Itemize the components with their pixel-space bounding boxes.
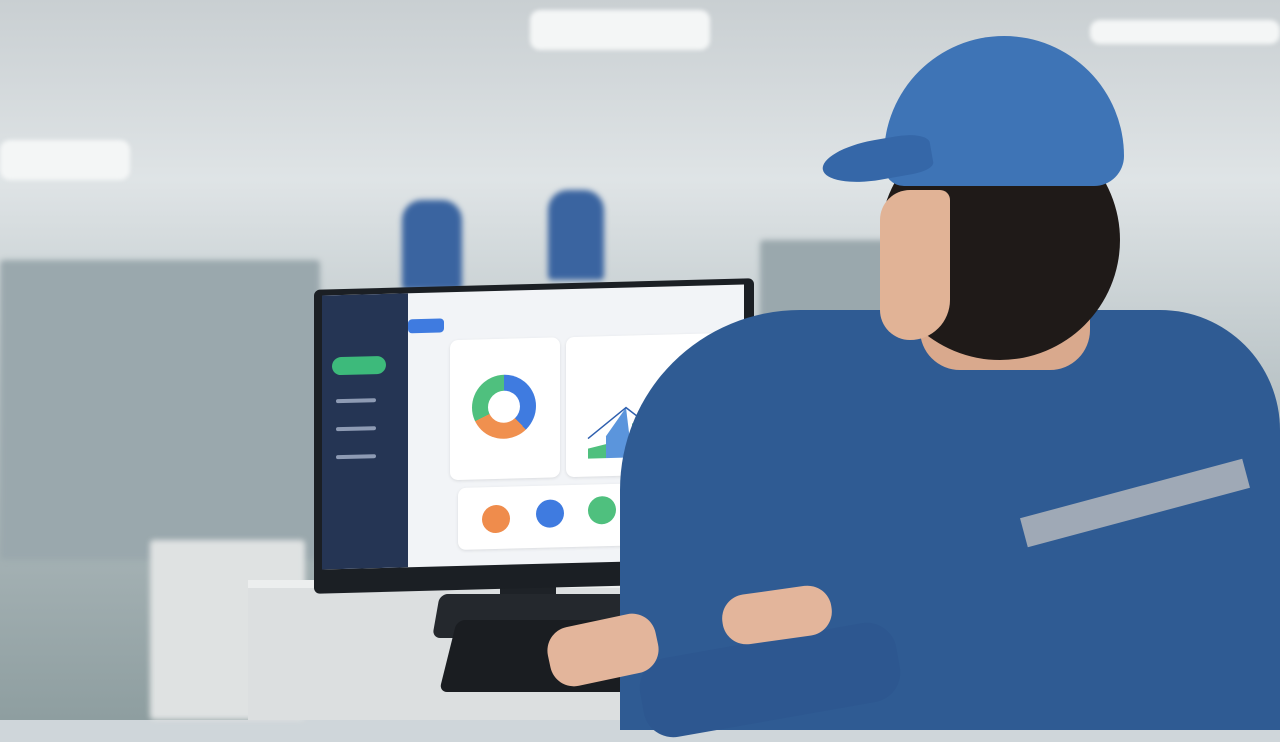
donut-card: [450, 337, 560, 481]
ceiling-light: [1090, 20, 1280, 44]
sidebar-active-item[interactable]: [332, 355, 386, 376]
sidebar-item[interactable]: [336, 454, 376, 460]
machinery-left: [0, 260, 320, 560]
primary-button[interactable]: [408, 318, 444, 334]
orange-status-icon[interactable]: [482, 504, 510, 534]
background-worker: [548, 190, 604, 280]
blue-status-icon[interactable]: [536, 499, 564, 528]
worker-face: [880, 190, 950, 340]
donut-chart: [472, 373, 536, 440]
window-light: [0, 140, 130, 180]
green-status-icon[interactable]: [588, 495, 616, 525]
sidebar-item[interactable]: [336, 398, 376, 404]
sidebar-item[interactable]: [336, 426, 376, 432]
sidebar: [322, 293, 408, 570]
area-series-green: [588, 444, 606, 459]
background-worker: [402, 200, 462, 290]
ceiling-light: [530, 10, 710, 50]
